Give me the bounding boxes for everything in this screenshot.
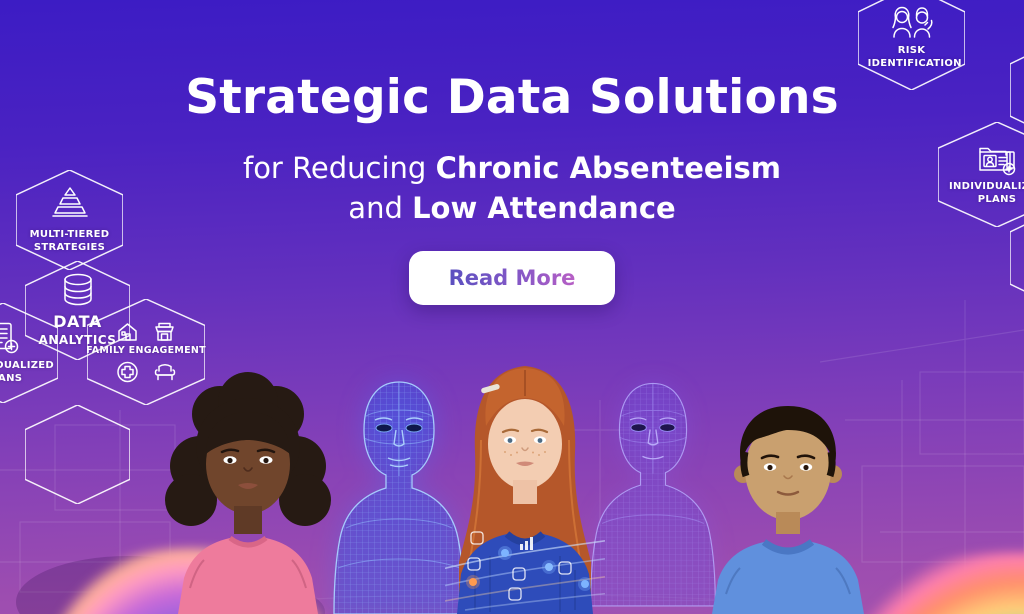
store-icon bbox=[155, 323, 174, 342]
hex-label: INDIVIDUALIZED PLANS bbox=[0, 360, 55, 384]
people-pair-icon bbox=[891, 6, 933, 38]
page-title: Strategic Data Solutions bbox=[185, 70, 839, 125]
subtitle-bold-1: Chronic Absenteeism bbox=[435, 151, 781, 185]
hex-label: INDIVIDUALIZED PLANS bbox=[948, 181, 1024, 205]
family-icons-grid: FAMILY ENGAGEMENT bbox=[86, 321, 206, 382]
folder-profile-plus-icon bbox=[979, 147, 1016, 176]
tiered-pyramid-icon bbox=[51, 187, 88, 217]
student-girl-pink-shirt bbox=[165, 372, 331, 614]
hex-label-strong: DATA bbox=[53, 312, 102, 332]
subtitle-regular-2: and bbox=[348, 191, 413, 226]
house-icon bbox=[118, 323, 137, 342]
hex-badge-individualized-plans-left: INDIVIDUALIZED PLANS bbox=[0, 303, 58, 403]
student-boy-blue-tshirt bbox=[712, 406, 864, 614]
hex-badge-individualized-plans-right: INDIVIDUALIZED PLANS bbox=[938, 122, 1024, 227]
document-plus-icon bbox=[0, 322, 19, 354]
hex-outline-empty-left bbox=[25, 405, 130, 504]
read-more-button[interactable]: Read More bbox=[409, 251, 615, 305]
subtitle-regular-1: for Reducing bbox=[242, 151, 436, 185]
hex-badge-risk-identification: RISK IDENTIFICATION bbox=[858, 0, 965, 90]
subtitle-bold-2: Low Attendance bbox=[412, 191, 676, 226]
wireframe-child-avatar-purple bbox=[590, 382, 716, 607]
armchair-icon bbox=[154, 363, 175, 380]
wireframe-child-avatar-blue bbox=[333, 381, 465, 614]
read-more-label: Read More bbox=[448, 266, 576, 290]
medical-cross-icon bbox=[116, 361, 138, 382]
student-girl-red-hair bbox=[445, 366, 605, 614]
hex-label: RISK IDENTIFICATION bbox=[867, 45, 962, 69]
database-icon bbox=[63, 274, 92, 306]
hex-label: FAMILY ENGAGEMENT bbox=[86, 345, 206, 357]
hex-badge-family-engagement: FAMILY ENGAGEMENT bbox=[86, 299, 206, 405]
page-subtitle: for Reducing Chronic Absenteeism and Low… bbox=[0, 148, 1024, 228]
hexagon-outline bbox=[25, 405, 130, 504]
data-stream-overlay bbox=[445, 531, 605, 611]
hex-badge-multi-tiered-strategies: MULTI-TIERED STRATEGIES bbox=[16, 170, 123, 270]
hex-label: MULTI-TIERED STRATEGIES bbox=[29, 229, 110, 253]
